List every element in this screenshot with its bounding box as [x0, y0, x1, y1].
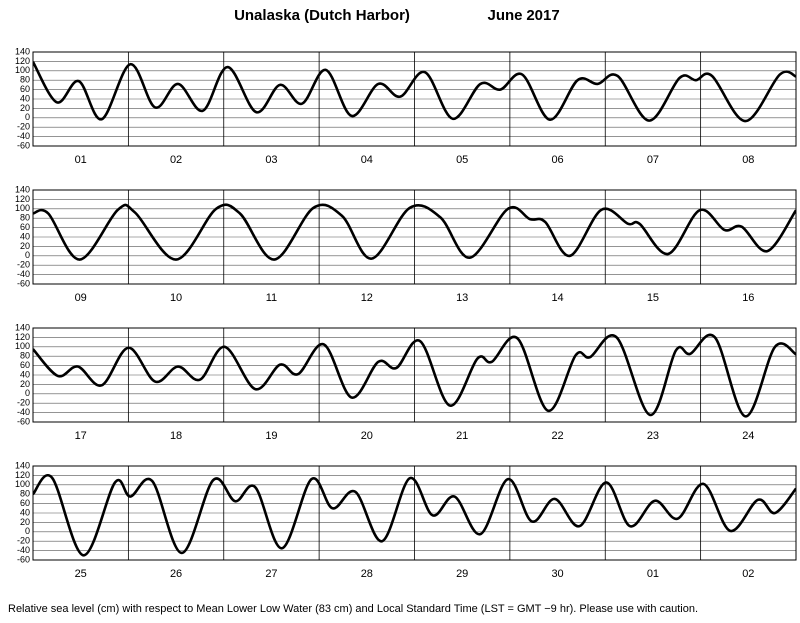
plot-frame [32, 51, 797, 147]
y-tick-label: 40 [20, 369, 30, 379]
y-tick-label: -60 [17, 140, 30, 150]
day-label: 03 [265, 154, 277, 166]
day-label: 07 [647, 154, 659, 166]
day-label: 05 [456, 154, 468, 166]
month: June [487, 7, 522, 24]
y-tick-label: 40 [20, 231, 30, 241]
y-tick-label: 140 [15, 460, 30, 470]
y-tick-label: 20 [20, 241, 30, 251]
day-label: 14 [551, 292, 563, 304]
y-tick-label: -40 [17, 131, 30, 141]
y-tick-label: 0 [25, 526, 30, 536]
y-tick-label: -60 [17, 416, 30, 426]
y-tick-label: 80 [20, 75, 30, 85]
day-label: 16 [742, 292, 754, 304]
day-label: 30 [551, 568, 563, 580]
day-label: 18 [170, 430, 182, 442]
y-tick-label: 120 [15, 194, 30, 204]
day-label: 15 [647, 292, 659, 304]
day-label: 17 [75, 430, 87, 442]
day-label: 04 [361, 154, 373, 166]
year: 2017 [526, 7, 559, 24]
y-tick-label: 0 [25, 388, 30, 398]
day-label: 29 [456, 568, 468, 580]
day-label: 08 [742, 154, 754, 166]
y-tick-label: 100 [15, 341, 30, 351]
y-tick-label: 60 [20, 222, 30, 232]
day-label: 13 [456, 292, 468, 304]
plot-frame [32, 189, 797, 285]
y-tick-label: 140 [15, 322, 30, 332]
y-tick-label: 20 [20, 379, 30, 389]
y-tick-label: 100 [15, 65, 30, 75]
day-label: 19 [265, 430, 277, 442]
y-tick-label: 120 [15, 470, 30, 480]
y-tick-label: -20 [17, 398, 30, 408]
day-label: 20 [361, 430, 373, 442]
y-tick-label: -60 [17, 554, 30, 564]
y-tick-label: -40 [17, 545, 30, 555]
day-label: 12 [361, 292, 373, 304]
day-label: 22 [551, 430, 563, 442]
y-tick-label: 40 [20, 93, 30, 103]
y-tick-label: -20 [17, 536, 30, 546]
day-label: 01 [75, 154, 87, 166]
y-tick-label: 20 [20, 103, 30, 113]
tide-curve [33, 474, 796, 557]
day-label: 25 [75, 568, 87, 580]
day-label: 23 [647, 430, 659, 442]
y-tick-label: 60 [20, 360, 30, 370]
y-tick-label: -60 [17, 278, 30, 288]
day-label: 26 [170, 568, 182, 580]
y-tick-label: 60 [20, 84, 30, 94]
y-tick-label: 40 [20, 507, 30, 517]
chart-title: Unalaska (Dutch Harbor) [234, 7, 410, 24]
day-label: 01 [647, 568, 659, 580]
y-tick-label: 20 [20, 517, 30, 527]
day-label: 10 [170, 292, 182, 304]
day-label: 27 [265, 568, 277, 580]
y-tick-label: 0 [25, 112, 30, 122]
plot-frame [32, 465, 797, 561]
day-label: 06 [551, 154, 563, 166]
y-tick-label: 120 [15, 56, 30, 66]
day-label: 21 [456, 430, 468, 442]
plot-frame [32, 327, 797, 423]
day-label: 02 [742, 568, 754, 580]
y-tick-label: 0 [25, 250, 30, 260]
y-tick-label: 100 [15, 479, 30, 489]
day-label: 28 [361, 568, 373, 580]
y-tick-label: 120 [15, 332, 30, 342]
y-tick-label: -40 [17, 269, 30, 279]
y-tick-label: 60 [20, 498, 30, 508]
tide-curve [33, 61, 796, 123]
footnote: Relative sea level (cm) with respect to … [8, 603, 698, 615]
y-tick-label: 140 [15, 46, 30, 56]
y-tick-label: 80 [20, 213, 30, 223]
day-label: 11 [266, 292, 277, 304]
day-label: 02 [170, 154, 182, 166]
day-label: 09 [75, 292, 87, 304]
y-tick-label: -40 [17, 407, 30, 417]
y-tick-label: 140 [15, 184, 30, 194]
y-tick-label: 100 [15, 203, 30, 213]
y-tick-label: -20 [17, 260, 30, 270]
tide-curve [33, 203, 796, 261]
y-tick-label: 80 [20, 351, 30, 361]
day-label: 24 [742, 430, 754, 442]
tide-curve [33, 333, 796, 418]
y-tick-label: 80 [20, 489, 30, 499]
y-tick-label: -20 [17, 122, 30, 132]
